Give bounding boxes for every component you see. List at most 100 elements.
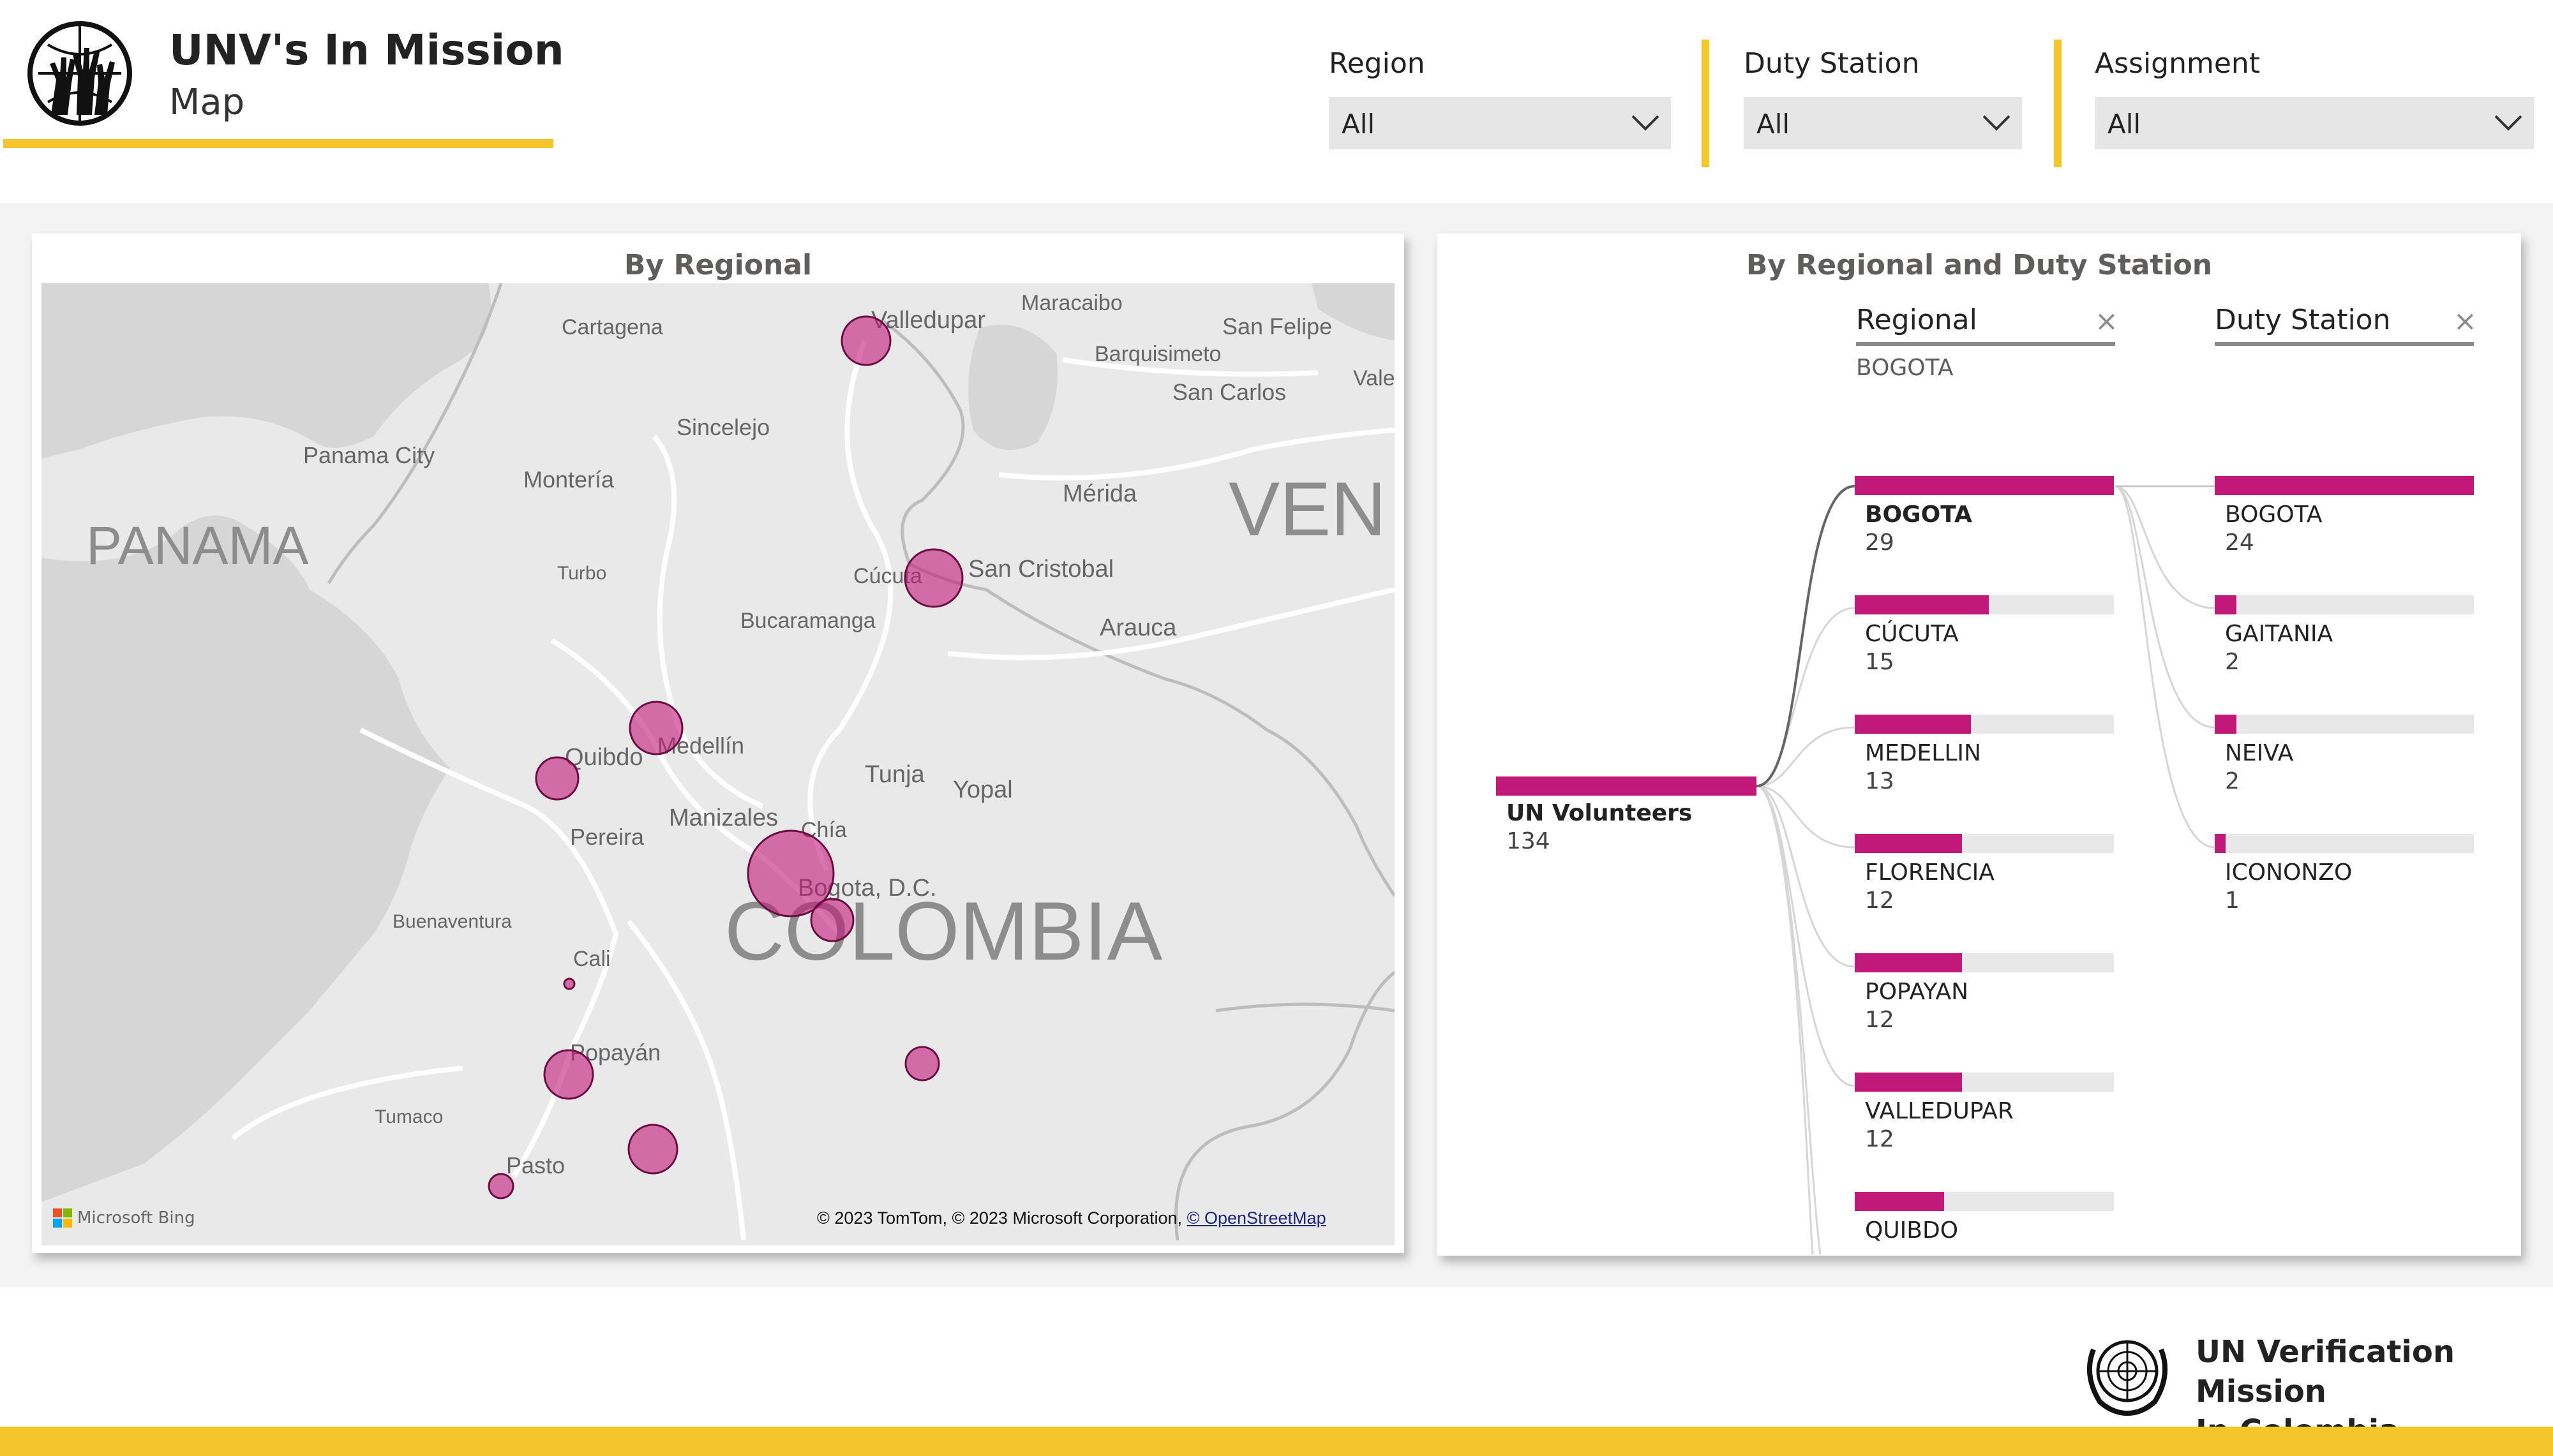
copyright-text: © 2023 TomTom, © 2023 Microsoft Corporat… xyxy=(817,1208,1183,1228)
region-dropdown[interactable]: All xyxy=(1329,97,1671,149)
regional-node-bar[interactable] xyxy=(1855,1073,2114,1092)
regional-node-bar[interactable] xyxy=(1855,595,2114,614)
map-panel: By Regional xyxy=(32,234,1404,1253)
assignment-slicer-label: Assignment xyxy=(2095,47,2261,80)
regional-node-label: QUIBDO xyxy=(1865,1217,1959,1244)
openstreetmap-link[interactable]: © OpenStreetMap xyxy=(1187,1208,1326,1228)
map-bubble-gaitania[interactable] xyxy=(810,898,855,942)
root-node-bar[interactable] xyxy=(1496,776,1756,796)
map-bubble-neiva[interactable] xyxy=(627,1124,678,1175)
bing-brand-text: Microsoft Bing xyxy=(77,1208,195,1228)
city-label: Yopal xyxy=(953,776,1013,803)
bing-attribution: Microsoft Bing xyxy=(53,1208,195,1228)
duty-station-node-label: BOGOTA xyxy=(2225,501,2323,528)
duty-station-node-fill xyxy=(2215,834,2226,853)
duty-station-node-label: NEIVA xyxy=(2225,740,2294,766)
city-label: Bucaramanga xyxy=(740,609,876,633)
duty-station-node-value: 2 xyxy=(2225,649,2240,675)
duty-station-node-bar[interactable] xyxy=(2215,834,2474,853)
duty-station-node-bar[interactable] xyxy=(2215,595,2474,614)
regional-node-bar[interactable] xyxy=(1855,1192,2114,1211)
regional-node-value: 15 xyxy=(1865,649,1894,675)
assignment-dropdown-value: All xyxy=(2108,108,2141,140)
city-label: Mérida xyxy=(1063,480,1137,507)
city-label: Cartagena xyxy=(562,315,663,339)
country-label-venezuela: VEN xyxy=(1229,466,1386,552)
city-label: Buenaventura xyxy=(393,911,512,932)
close-icon[interactable]: × xyxy=(2095,305,2118,338)
page-title: UNV's In Mission xyxy=(169,26,564,75)
regional-node-fill xyxy=(1855,476,2114,495)
chevron-down-icon xyxy=(1982,115,2010,131)
regional-node-value: 12 xyxy=(1865,888,1894,914)
bubble-map[interactable]: PANAMA VEN COLOMBIA Cartagena Valledupar… xyxy=(41,283,1395,1245)
city-label: San Carlos xyxy=(1172,379,1286,405)
region-slicer-label: Region xyxy=(1329,47,1425,80)
city-label: Barquisimeto xyxy=(1095,342,1221,366)
duty-station-node-bar[interactable] xyxy=(2215,476,2474,495)
duty-station-dropdown[interactable]: All xyxy=(1744,97,2022,149)
regional-node-fill xyxy=(1855,834,1963,853)
duty-station-node-bar[interactable] xyxy=(2215,715,2474,734)
assignment-dropdown[interactable]: All xyxy=(2095,97,2534,149)
regional-node-label: POPAYAN xyxy=(1865,979,1969,1005)
city-label: Tumaco xyxy=(375,1106,443,1127)
city-label: Manizales xyxy=(669,805,778,831)
duty-station-node-fill xyxy=(2215,715,2236,734)
city-label: San Felipe xyxy=(1222,313,1332,339)
city-label: Tunja xyxy=(865,761,925,788)
regional-node-fill xyxy=(1855,953,1963,972)
regional-node-bar[interactable] xyxy=(1855,715,2114,734)
city-label: Valledupar xyxy=(871,307,985,334)
duty-station-slicer-label: Duty Station xyxy=(1744,47,1920,80)
footer-bar xyxy=(0,1427,2553,1456)
tree-connectors xyxy=(1756,485,2215,1254)
caribbean-sea xyxy=(41,283,491,459)
city-label: Panama City xyxy=(303,442,435,468)
city-label: San Cristobal xyxy=(968,556,1114,583)
assignment-slicer: Assignment All xyxy=(2095,47,2534,149)
microsoft-logo-icon xyxy=(53,1208,72,1228)
map-bubble-quibdo[interactable] xyxy=(535,756,580,801)
regional-node-fill xyxy=(1855,595,1989,614)
city-label: Vale xyxy=(1353,366,1395,390)
regional-node-bar[interactable] xyxy=(1855,953,2114,972)
map-bubble-popayan[interactable] xyxy=(543,1049,594,1100)
map-bubble-cali[interactable] xyxy=(563,977,576,990)
root-node-label: UN Volunteers xyxy=(1506,800,1693,826)
map-panel-title: By Regional xyxy=(624,249,812,281)
map-bubble-bogota[interactable] xyxy=(747,829,835,917)
regional-node-label: BOGOTA xyxy=(1865,501,1972,528)
page-subtitle: Map xyxy=(169,82,245,123)
regional-node-bar[interactable] xyxy=(1855,476,2114,495)
map-bubble-pasto[interactable] xyxy=(488,1173,514,1200)
slicer-divider xyxy=(1702,40,1709,167)
city-label: Pasto xyxy=(506,1152,565,1178)
map-bubble-medellin[interactable] xyxy=(629,701,684,755)
lake-maracaibo xyxy=(968,325,1058,450)
map-bubble-florencia[interactable] xyxy=(904,1046,940,1081)
regional-node-value: 13 xyxy=(1865,768,1894,794)
country-label-panama: PANAMA xyxy=(86,516,309,576)
map-bubble-valledupar[interactable] xyxy=(841,315,892,366)
duty-station-node-fill xyxy=(2215,595,2236,614)
duty-station-node-label: GAITANIA xyxy=(2225,621,2333,647)
regional-node-label: CÚCUTA xyxy=(1865,621,1959,647)
level-header-rule xyxy=(1856,342,2115,346)
close-icon[interactable]: × xyxy=(2453,305,2477,338)
level-header-duty-station: Duty Station xyxy=(2215,304,2391,336)
tree-panel-title: By Regional and Duty Station xyxy=(1746,249,2213,281)
region-slicer: Region All xyxy=(1329,47,1671,149)
regional-node-fill xyxy=(1855,1192,1945,1211)
duty-station-node-label: ICONONZO xyxy=(2225,859,2353,886)
regional-node-label: MEDELLIN xyxy=(1865,740,1981,766)
city-label: Quibdo xyxy=(565,744,643,771)
regional-node-fill xyxy=(1855,1073,1963,1092)
regional-node-value: 12 xyxy=(1865,1007,1894,1033)
un-emblem-icon xyxy=(2074,1330,2180,1420)
level-header-rule xyxy=(2215,342,2474,346)
regional-node-bar[interactable] xyxy=(1855,834,2114,853)
regional-node-label: FLORENCIA xyxy=(1865,859,1995,886)
map-bubble-cucuta[interactable] xyxy=(904,548,964,608)
